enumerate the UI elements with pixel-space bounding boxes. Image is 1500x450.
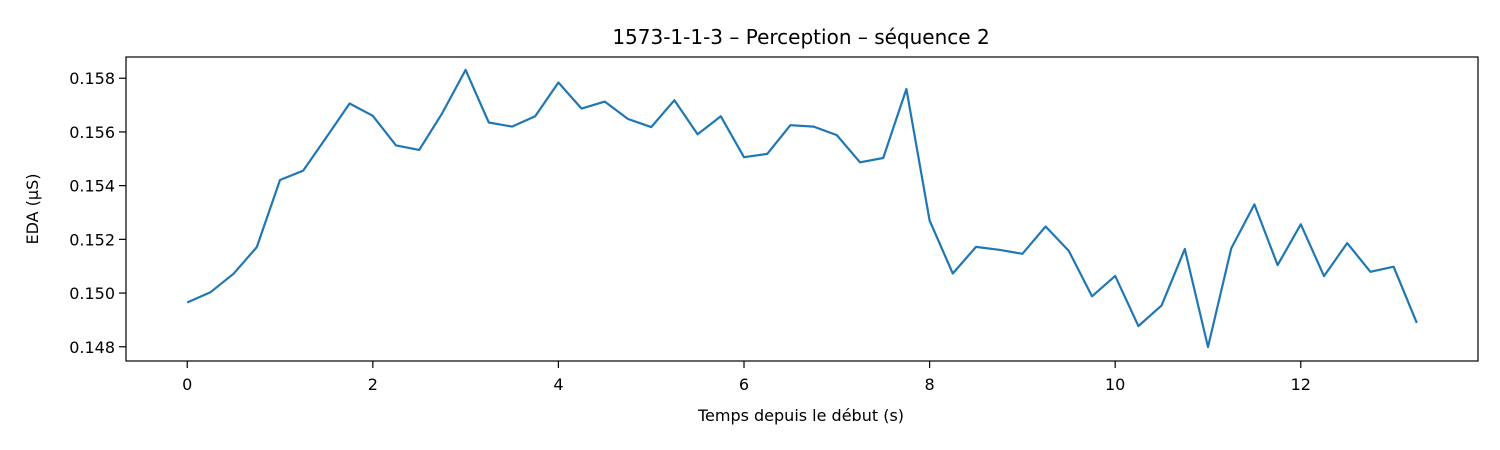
x-tick-label: 2 — [368, 375, 378, 394]
x-axis: 0 2 4 6 8 10 12 — [182, 361, 1311, 394]
x-tick-label: 6 — [739, 375, 749, 394]
y-tick-label: 0.152 — [69, 230, 115, 249]
chart-title: 1573-1-1-3 – Perception – séquence 2 — [612, 25, 989, 49]
y-tick-label: 0.150 — [69, 284, 115, 303]
y-tick-label: 0.154 — [69, 177, 115, 196]
x-tick-label: 10 — [1105, 375, 1125, 394]
x-tick-label: 4 — [553, 375, 563, 394]
y-tick-label: 0.148 — [69, 338, 115, 357]
x-axis-label: Temps depuis le début (s) — [697, 406, 904, 425]
y-tick-label: 0.156 — [69, 123, 115, 142]
y-axis: 0.148 0.150 0.152 0.154 0.156 0.158 — [69, 69, 126, 357]
series-line — [186, 68, 1418, 349]
y-tick-label: 0.158 — [69, 69, 115, 88]
x-tick-label: 8 — [924, 375, 934, 394]
y-axis-label: EDA (µS) — [23, 174, 42, 245]
plot-frame — [125, 56, 1479, 362]
x-tick-label: 12 — [1291, 375, 1311, 394]
x-tick-label: 0 — [182, 375, 192, 394]
